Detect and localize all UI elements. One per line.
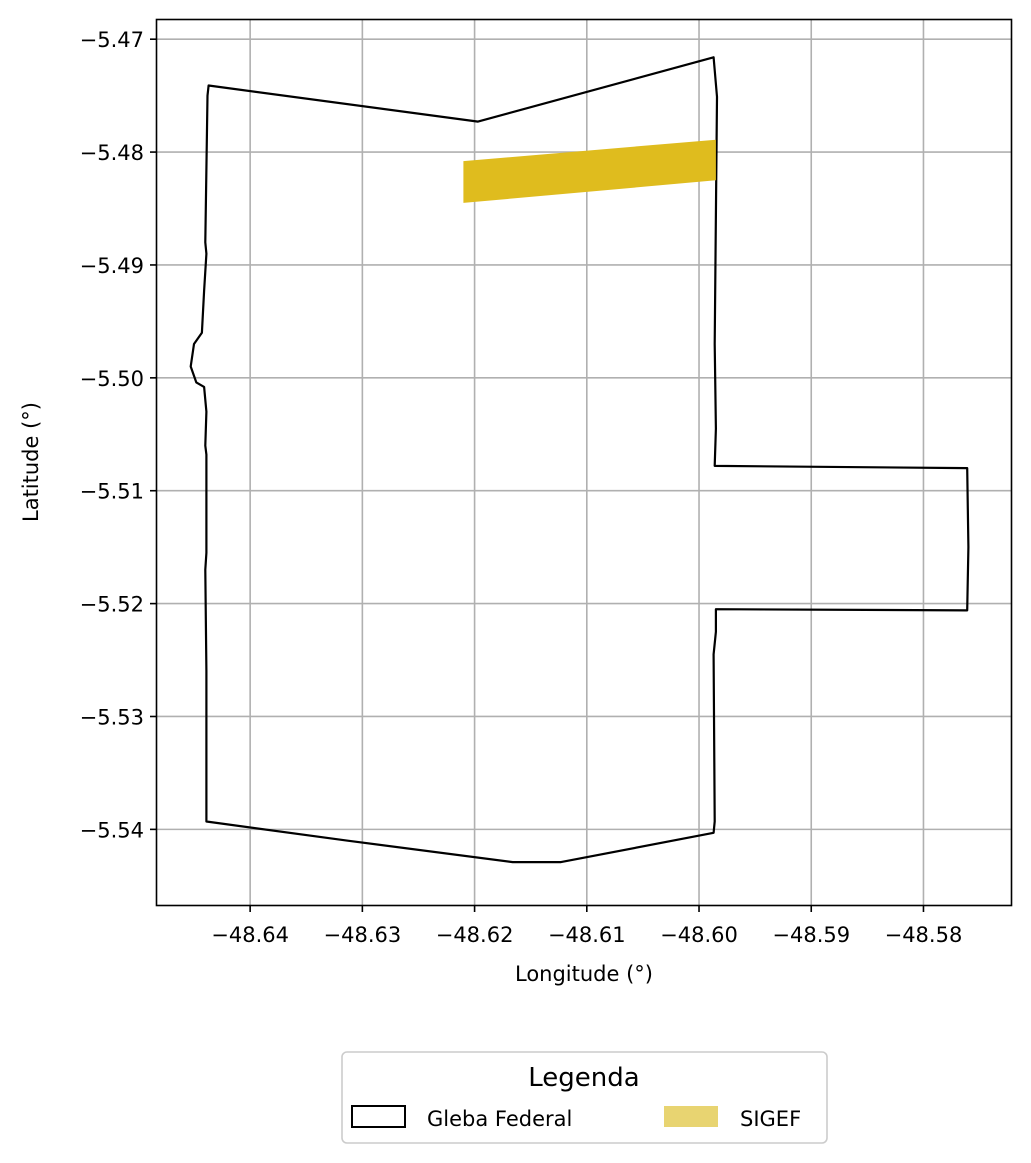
x-tick-label: −48.61 [548,923,626,947]
map-layers [189,56,970,864]
y-tick-label: −5.50 [80,367,144,391]
x-tick-label: −48.58 [885,923,963,947]
x-tick-label: −48.59 [772,923,850,947]
legend-title: Legenda [528,1063,639,1093]
grid-lines [157,20,1011,905]
x-tick-label: −48.60 [660,923,738,947]
x-tick-label: −48.64 [211,923,289,947]
sigef-polygon [463,139,716,203]
gleba-federal-polygon [189,56,970,864]
x-axis-title: Longitude (°) [515,962,653,986]
y-tick-label: −5.51 [80,480,144,504]
axis-ticks: −48.64 −48.63 −48.62 −48.61 −48.60 −48.59 −48.… [80,28,963,947]
x-tick-label: −48.62 [436,923,514,947]
y-tick-label: −5.52 [80,593,144,617]
y-tick-label: −5.53 [80,705,144,729]
axes-frame [155,18,1013,907]
legend-swatch-gleba-federal [351,1105,406,1128]
y-tick-label: −5.48 [80,141,144,165]
y-tick-label: −5.49 [80,254,144,278]
legend-label-sigef: SIGEF [740,1107,801,1131]
legend-swatch-sigef [664,1106,718,1127]
legend: Legenda Gleba Federal SIGEF [341,1051,828,1144]
legend-label-gleba-federal: Gleba Federal [427,1107,572,1131]
y-tick-label: −5.47 [80,28,144,52]
x-tick-label: −48.63 [324,923,402,947]
y-axis-title: Latitude (°) [19,402,43,522]
y-tick-label: −5.54 [80,818,144,842]
